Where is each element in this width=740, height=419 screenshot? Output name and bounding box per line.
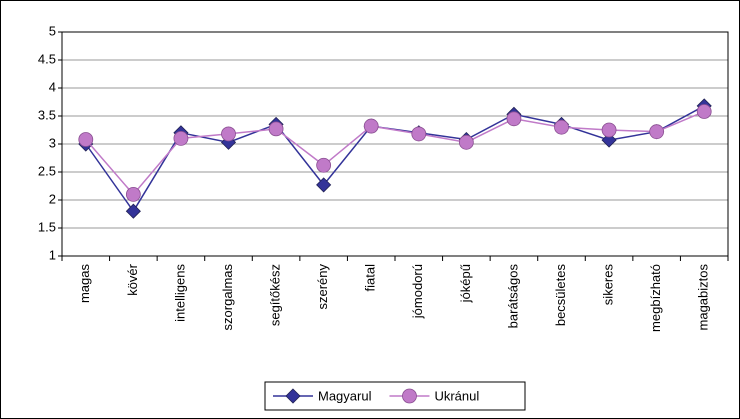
- y-tick-label: 3.5: [38, 107, 56, 122]
- x-tick-label: sikeres: [601, 264, 616, 306]
- legend-label: Magyarul: [318, 388, 372, 403]
- point: [363, 118, 379, 134]
- point: [411, 126, 427, 142]
- x-tick-label: becsületes: [553, 264, 568, 327]
- point: [458, 134, 474, 150]
- point: [316, 177, 332, 193]
- y-tick-label: 4: [49, 79, 56, 94]
- point: [268, 121, 284, 137]
- legend-label: Ukránul: [434, 388, 479, 403]
- point: [554, 119, 569, 135]
- x-tick-label: kövér: [125, 263, 140, 295]
- x-tick-label: jóképű: [458, 264, 473, 303]
- point: [601, 122, 617, 138]
- x-tick-label: magas: [77, 264, 92, 304]
- x-tick-label: barátságos: [505, 264, 520, 329]
- point: [696, 104, 712, 119]
- x-tick-label: segítőkész: [268, 264, 283, 326]
- point: [221, 126, 236, 142]
- x-tick-label: fiatal: [363, 264, 378, 292]
- x-tick-label: szerény: [315, 264, 330, 310]
- point: [78, 132, 94, 147]
- y-tick-label: 2.5: [38, 163, 56, 178]
- point: [601, 132, 617, 148]
- x-tick-label: intelligens: [172, 264, 187, 322]
- x-tick-label: jómodorú: [410, 264, 425, 319]
- y-tick-label: 2: [49, 191, 56, 206]
- x-tick-label: szorgalmas: [220, 264, 235, 331]
- point: [649, 124, 665, 140]
- y-tick-label: 1.5: [38, 219, 56, 234]
- point: [125, 203, 141, 219]
- y-tick-label: 1: [49, 247, 56, 262]
- y-tick-label: 3: [49, 135, 56, 150]
- legend: Magyarul Ukránul: [264, 381, 526, 411]
- legend-marker: [402, 388, 417, 404]
- x-tick-label: magabiztos: [696, 264, 711, 331]
- point: [125, 186, 141, 202]
- y-tick-label: 5: [49, 23, 56, 38]
- y-tick-label: 4.5: [38, 51, 56, 66]
- point: [316, 157, 332, 173]
- legend-marker: [285, 388, 301, 404]
- series-line: [85, 110, 705, 196]
- point: [173, 130, 189, 146]
- x-tick-label: megbízható: [648, 264, 663, 332]
- point: [506, 111, 522, 127]
